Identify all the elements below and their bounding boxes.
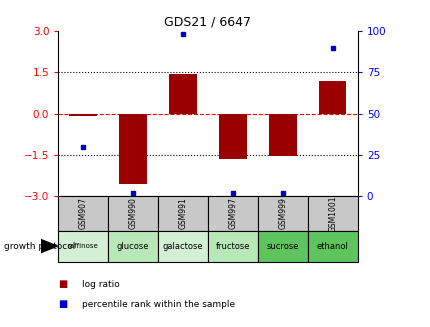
Bar: [307, 231, 357, 262]
Text: GSM991: GSM991: [178, 198, 187, 229]
Text: GSM1001: GSM1001: [328, 195, 337, 232]
Text: GSM907: GSM907: [78, 198, 87, 229]
Text: ethanol: ethanol: [316, 242, 348, 250]
Bar: [158, 231, 207, 262]
Bar: [208, 196, 257, 231]
Bar: [208, 231, 257, 262]
Text: percentile rank within the sample: percentile rank within the sample: [82, 300, 234, 309]
Bar: [58, 231, 108, 262]
Text: ■: ■: [58, 299, 67, 309]
Title: GDS21 / 6647: GDS21 / 6647: [164, 15, 251, 28]
Bar: [318, 81, 346, 113]
Text: GSM997: GSM997: [228, 198, 237, 229]
Text: sucrose: sucrose: [266, 242, 298, 250]
Text: glucose: glucose: [117, 242, 149, 250]
Bar: [219, 113, 246, 159]
Text: growth protocol: growth protocol: [4, 242, 76, 250]
Text: GSM990: GSM990: [128, 198, 137, 229]
Bar: [257, 231, 307, 262]
Text: GSM999: GSM999: [278, 198, 287, 229]
Bar: [257, 196, 307, 231]
Bar: [169, 74, 196, 113]
Bar: [158, 196, 207, 231]
Bar: [307, 196, 357, 231]
Polygon shape: [41, 239, 57, 252]
Bar: [268, 113, 296, 156]
Bar: [108, 231, 158, 262]
Bar: [108, 196, 158, 231]
Bar: [119, 113, 147, 184]
Text: log ratio: log ratio: [82, 280, 120, 289]
Bar: [58, 196, 108, 231]
Text: fructose: fructose: [215, 242, 249, 250]
Bar: [69, 113, 97, 116]
Text: ■: ■: [58, 280, 67, 289]
Text: galactose: galactose: [162, 242, 203, 250]
Text: raffinose: raffinose: [68, 243, 98, 249]
